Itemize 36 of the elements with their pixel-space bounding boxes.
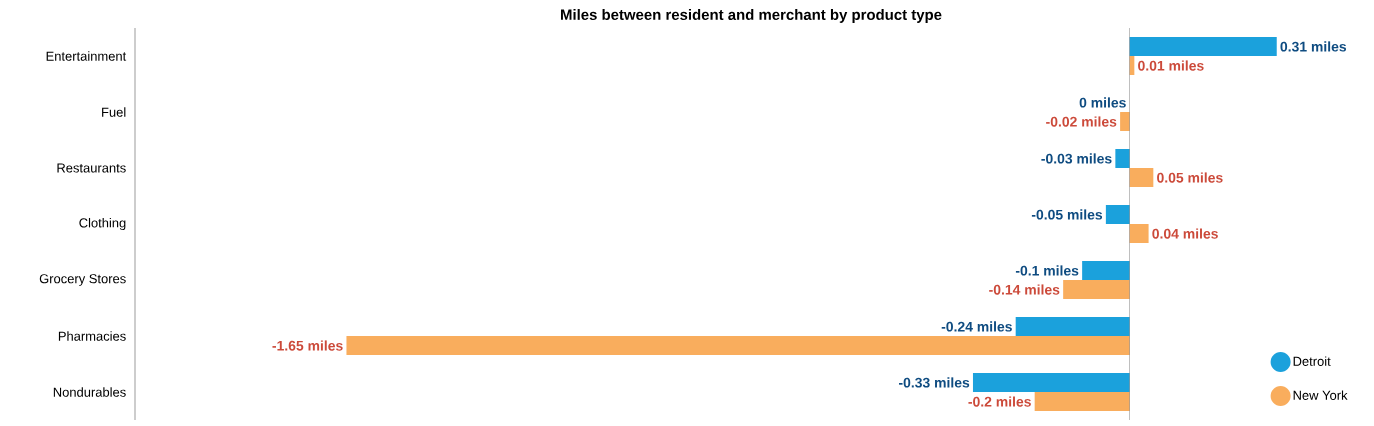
data-label: 0 miles: [1079, 97, 1126, 108]
y-tick-label: Clothing: [79, 217, 126, 231]
data-label: 0.05 miles: [1157, 172, 1223, 183]
bar: [1082, 260, 1130, 280]
y-tick-label: Pharmacies: [58, 331, 126, 341]
bar: [1063, 280, 1130, 300]
data-label: -0.2 miles: [968, 396, 1031, 407]
bar: [1129, 224, 1149, 244]
chart-title: Miles between resident and merchant by product type: [561, 9, 942, 23]
data-label: -1.65 miles: [272, 340, 343, 351]
data-label: -0.14 miles: [989, 284, 1060, 295]
y-tick-label: Entertainment: [46, 51, 127, 61]
legend-label: Detroit: [1293, 356, 1331, 366]
y-tick-label: Nondurables: [53, 387, 126, 397]
bar: [1034, 392, 1130, 412]
y-tick-label: Fuel: [102, 107, 126, 117]
y-tick-label: Restaurants: [57, 163, 126, 173]
data-label: -0.33 miles: [898, 377, 970, 388]
bar: [1129, 168, 1154, 188]
data-label: -0.02 miles: [1046, 116, 1117, 127]
bar: [1105, 204, 1130, 224]
bar: [1129, 36, 1277, 56]
y-tick-label: Grocery Stores: [39, 274, 126, 286]
bar: [1120, 112, 1130, 132]
data-label: -0.1 miles: [1015, 265, 1079, 276]
data-label: -0.05 miles: [1031, 209, 1103, 220]
legend-label: New York: [1293, 390, 1348, 400]
bar: [1015, 316, 1130, 336]
data-label: -0.24 miles: [941, 321, 1012, 332]
bar: [1115, 148, 1130, 168]
data-label: -0.03 miles: [1041, 153, 1112, 164]
bar: [972, 372, 1130, 392]
bar: [346, 336, 1130, 356]
data-label: 0.31 miles: [1280, 41, 1347, 52]
data-label: 0.01 miles: [1138, 60, 1204, 71]
data-label: 0.04 miles: [1152, 228, 1218, 239]
